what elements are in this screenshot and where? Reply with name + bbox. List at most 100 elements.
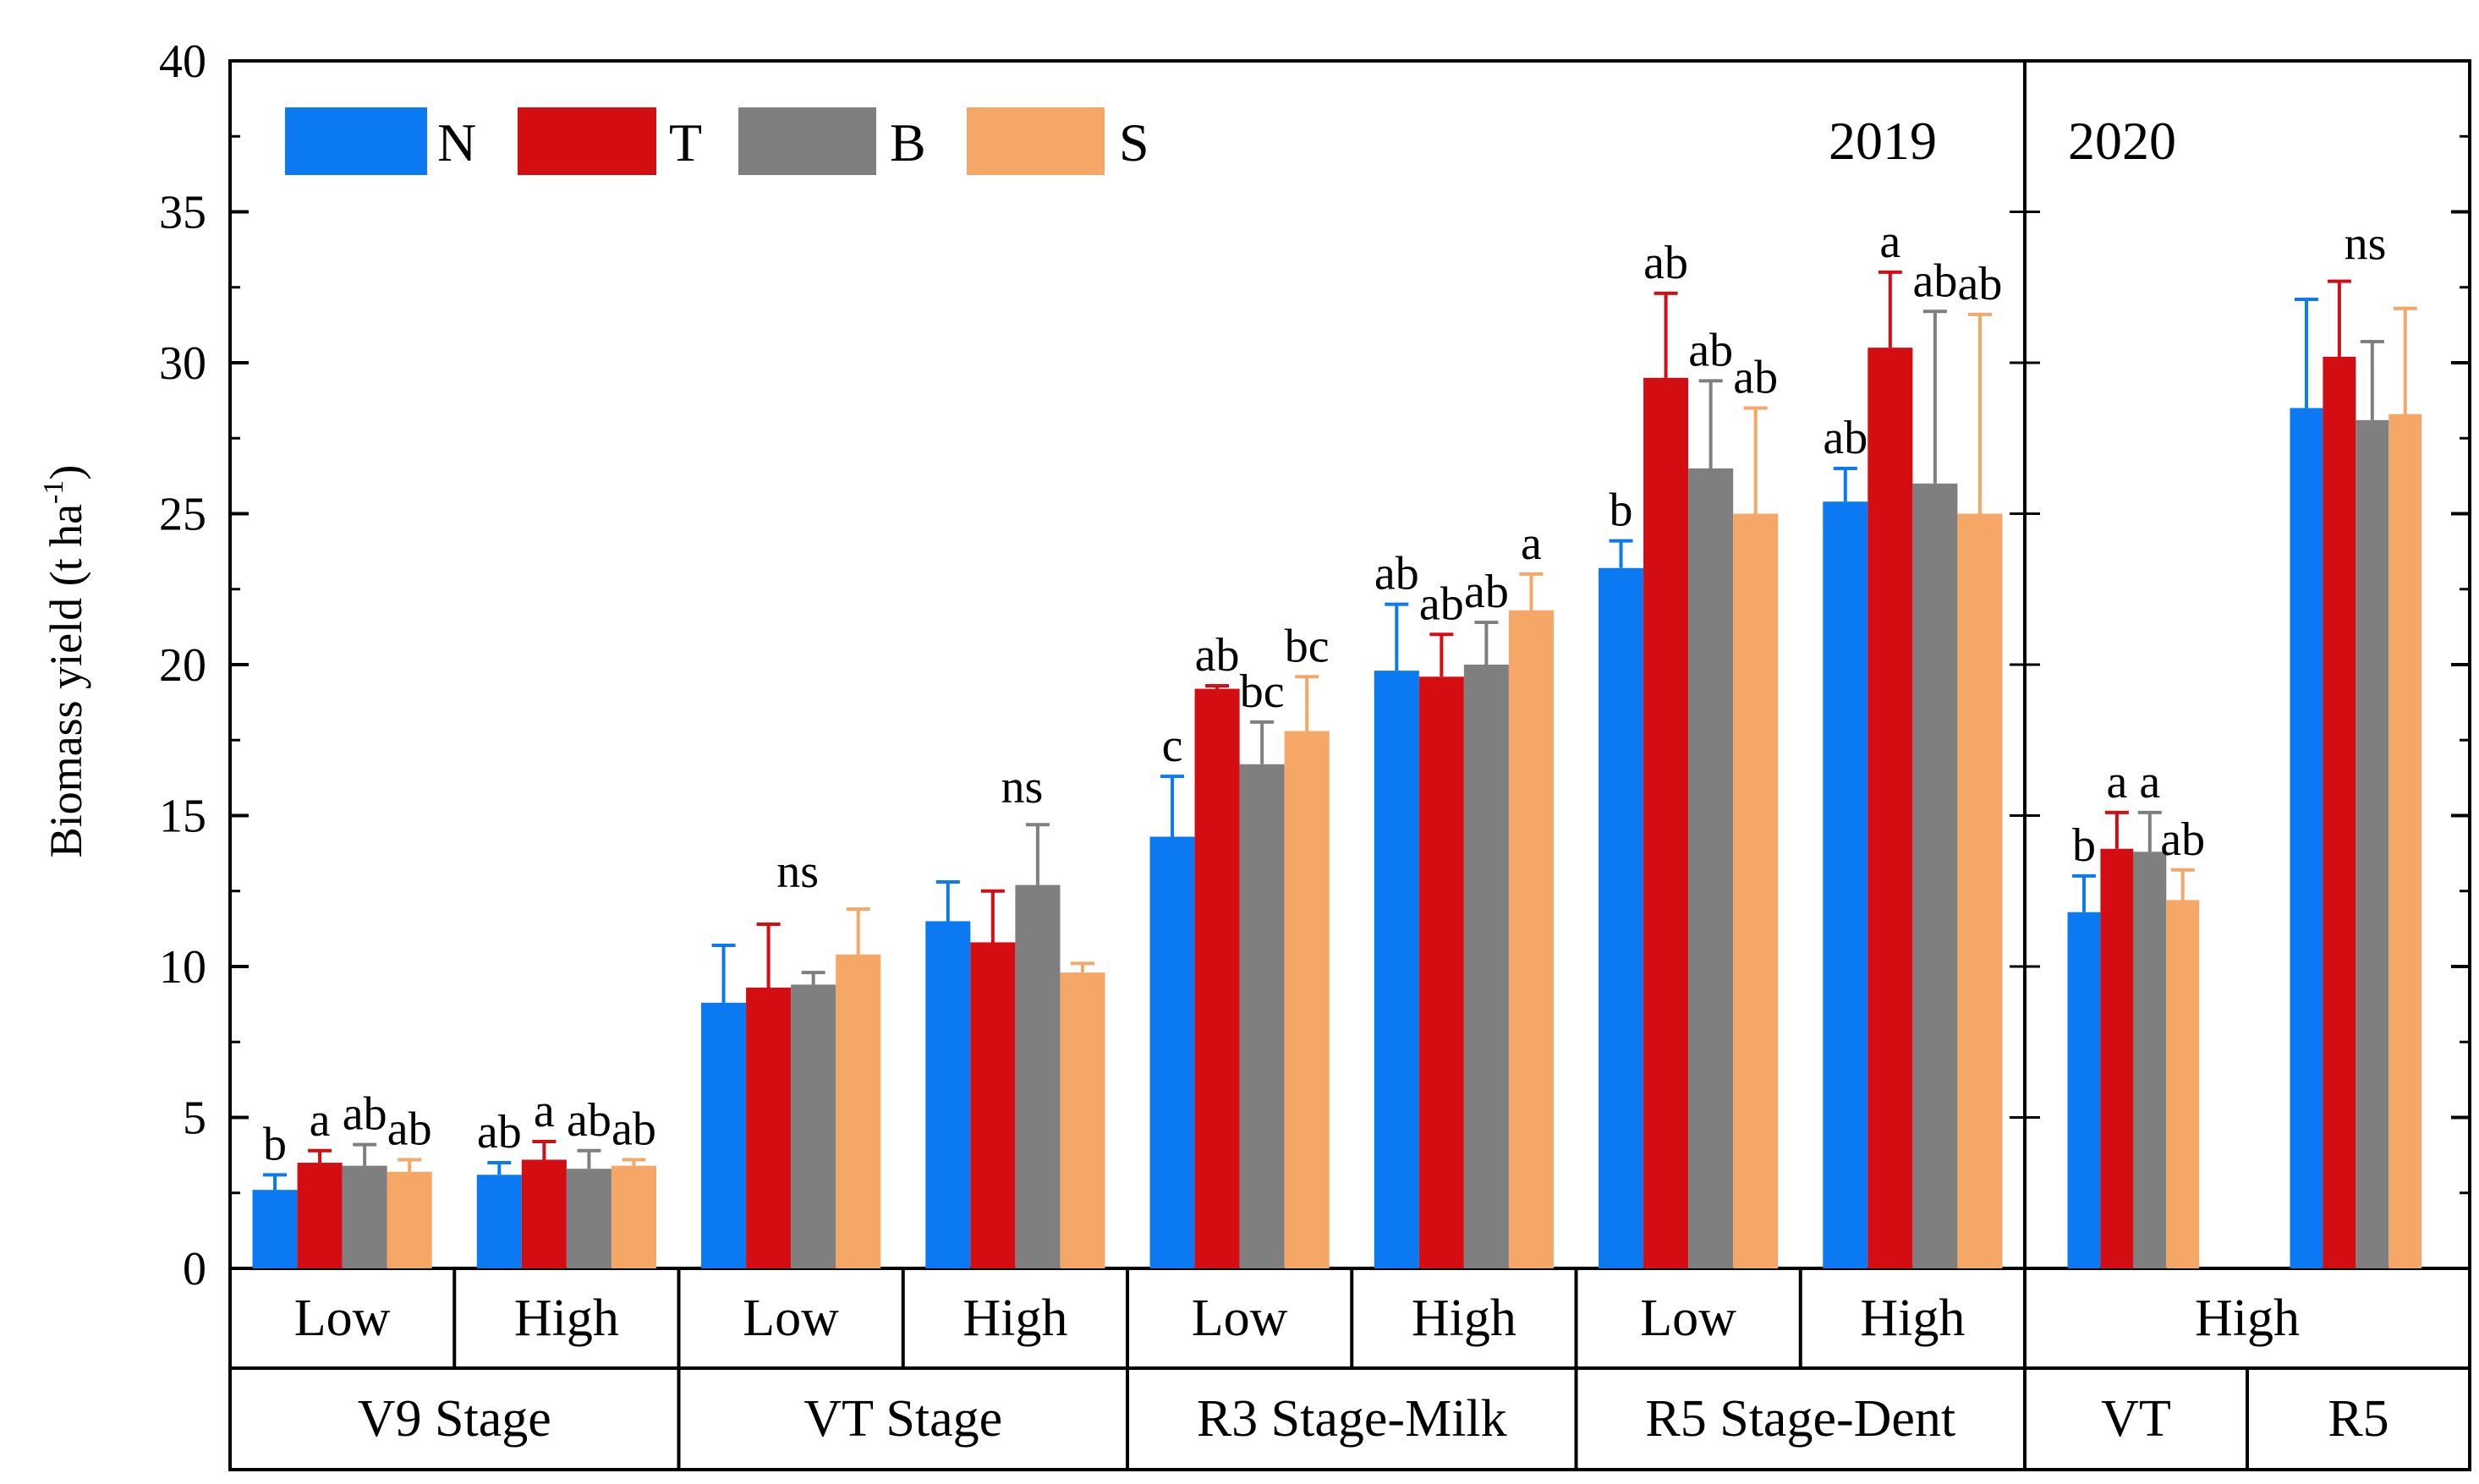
significance-label: b: [2072, 819, 2096, 872]
bar-b: [566, 1169, 612, 1268]
bar-b: [791, 984, 836, 1268]
y-tick-label: 0: [183, 1243, 206, 1295]
legend-swatch-s: [967, 107, 1105, 175]
bar-s: [611, 1165, 656, 1268]
significance-label: ab: [1733, 352, 1778, 404]
legend-label-n: N: [437, 112, 476, 172]
bar-t: [1867, 348, 1913, 1268]
legend-swatch-t: [518, 107, 656, 175]
level-label: High: [963, 1290, 1067, 1347]
bar-n: [2290, 408, 2323, 1268]
bar-t: [2100, 848, 2134, 1268]
significance-label: a: [2139, 756, 2160, 808]
y-tick-label: 20: [159, 639, 206, 692]
bar-n: [1149, 836, 1195, 1268]
y-tick-label: 10: [159, 941, 206, 994]
bar-s: [1957, 513, 2003, 1268]
significance-label: ab: [1912, 255, 1957, 307]
significance-label: c: [1162, 720, 1183, 772]
level-label: Low: [294, 1290, 391, 1347]
significance-label: bc: [1240, 665, 1285, 718]
stage-label: R5: [2328, 1390, 2389, 1448]
significance-label: ab: [387, 1103, 432, 1155]
significance-label: a: [2106, 756, 2127, 808]
stage-label: VT: [2101, 1390, 2171, 1448]
significance-label: ab: [1688, 324, 1733, 376]
bar-s: [836, 954, 881, 1268]
bar-s: [1284, 731, 1330, 1268]
level-label: Low: [743, 1290, 839, 1347]
bar-t: [970, 942, 1016, 1268]
bar-b: [1688, 468, 1734, 1268]
legend-label-s: S: [1119, 112, 1149, 172]
bar-t: [1418, 676, 1464, 1268]
significance-label: ab: [477, 1106, 522, 1158]
y-tick-label: 30: [159, 337, 206, 390]
significance-label: ab: [567, 1094, 612, 1147]
bar-s: [387, 1171, 432, 1268]
bar-n: [925, 921, 971, 1268]
bar-b: [1239, 764, 1285, 1268]
significance-label: ab: [612, 1103, 656, 1155]
stage-label: R3 Stage-Milk: [1197, 1390, 1507, 1448]
significance-label: ns: [2345, 218, 2387, 271]
bar-s: [1508, 610, 1554, 1268]
level-label: High: [514, 1290, 619, 1347]
significance-label: a: [310, 1094, 331, 1147]
significance-label: ns: [1001, 761, 1043, 813]
level-label: Low: [1192, 1290, 1288, 1347]
bar-s: [2389, 413, 2422, 1268]
significance-label: a: [1879, 216, 1900, 268]
y-tick-label: 5: [183, 1092, 206, 1145]
y-axis-title: Biomass yield (t ha-1): [38, 465, 91, 858]
bar-b: [1912, 483, 1958, 1268]
bar-b: [2356, 419, 2389, 1269]
bar-n: [2067, 912, 2101, 1268]
bar-t: [297, 1163, 343, 1268]
bar-n: [1599, 567, 1644, 1268]
bar-t: [1643, 377, 1689, 1269]
significance-label: ab: [343, 1088, 387, 1141]
significance-label: ab: [1643, 237, 1688, 289]
significance-label: ab: [1419, 578, 1464, 630]
level-label: High: [1412, 1290, 1516, 1347]
stage-label: R5 Stage-Dent: [1645, 1390, 1955, 1448]
category-labels-layer: Low High Low High Low High Low High High V9 Stage…: [294, 1268, 2389, 1470]
significance-label: ab: [1958, 258, 2003, 310]
significance-label: ab: [1195, 629, 1240, 682]
significance-label: ab: [1823, 412, 1867, 464]
bar-n: [1823, 501, 1868, 1268]
y-tick-label: 40: [159, 36, 206, 88]
bar-s: [2166, 900, 2200, 1268]
y-tick-label: 25: [159, 489, 206, 541]
bar-n: [1374, 671, 1419, 1268]
level-label: High: [1860, 1290, 1965, 1347]
y-tick-label: 15: [159, 791, 206, 843]
stage-label: VT Stage: [803, 1390, 1002, 1448]
significance-label: ns: [776, 846, 819, 898]
bar-b: [1015, 884, 1061, 1268]
legend: N T B S: [285, 107, 1149, 175]
bar-s: [1060, 972, 1105, 1268]
year-label-2019: 2019: [1829, 111, 1937, 171]
bar-s: [1733, 513, 1779, 1268]
y-tick-label: 35: [159, 187, 206, 239]
stage-label: V9 Stage: [358, 1390, 551, 1448]
bar-n: [476, 1175, 522, 1268]
significance-label: b: [263, 1118, 287, 1170]
bar-n: [701, 1002, 747, 1268]
bar-t: [521, 1159, 567, 1268]
significance-label: ab: [1464, 566, 1509, 618]
bar-t: [746, 987, 792, 1268]
bar-b: [2133, 852, 2167, 1268]
legend-swatch-n: [285, 107, 427, 175]
significance-label: ab: [1374, 548, 1419, 600]
legend-label-b: B: [890, 112, 926, 172]
bar-b: [1463, 665, 1509, 1268]
significance-label: ab: [2160, 813, 2205, 866]
plot-frame: [228, 59, 2471, 1471]
bar-t: [2323, 356, 2356, 1268]
level-label: High: [2195, 1290, 2300, 1347]
